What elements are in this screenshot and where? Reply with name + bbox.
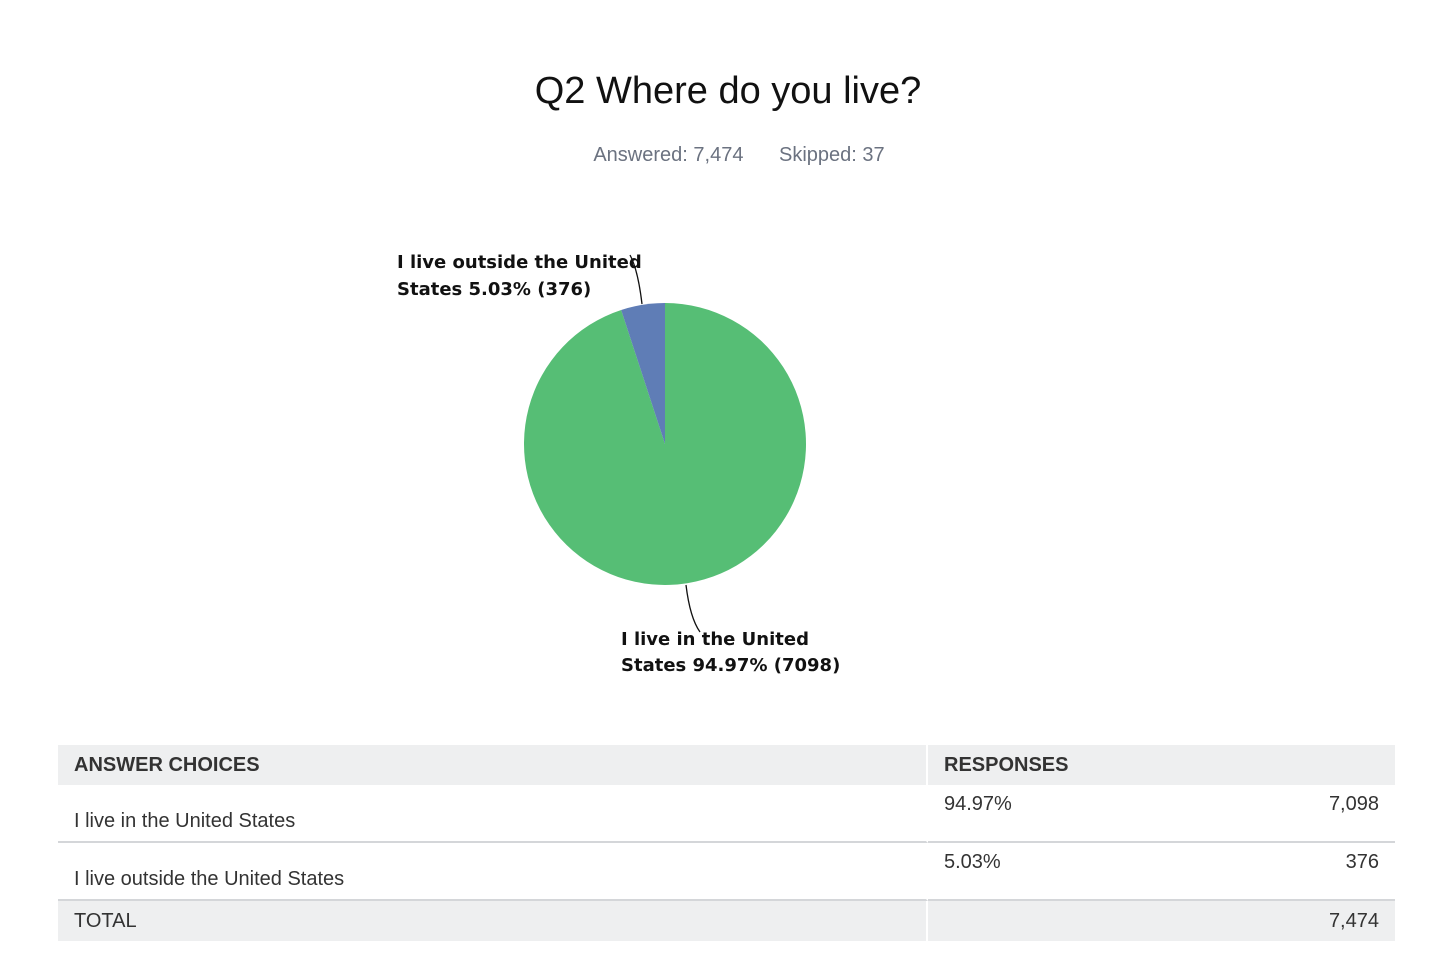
- header-responses: RESPONSES: [928, 745, 1395, 785]
- table-row: I live outside the United States 5.03% 3…: [58, 843, 1395, 901]
- pie-slice-1: [621, 303, 665, 444]
- answered-count: Answered: 7,474: [593, 144, 744, 166]
- header-answer-choices: ANSWER CHOICES: [58, 745, 928, 785]
- slice-label-line: I live outside the United: [397, 252, 642, 273]
- responses-table: ANSWER CHOICES RESPONSES I live in the U…: [58, 745, 1395, 941]
- slice-label-0: I live in the United States 94.97% (7098): [621, 629, 840, 676]
- responses-table-container: ANSWER CHOICES RESPONSES I live in the U…: [58, 745, 1395, 941]
- response-percent: 94.97%: [928, 785, 1185, 843]
- slice-label-1: I live outside the United States 5.03% (3…: [397, 252, 642, 300]
- answer-choice: I live outside the United States: [58, 843, 928, 901]
- answer-choice: I live in the United States: [58, 785, 928, 843]
- total-count: 7,474: [1184, 901, 1395, 941]
- leader-line-0: [685, 584, 701, 633]
- page-title: Q2 Where do you live?: [534, 70, 922, 112]
- total-percent-empty: [928, 901, 1185, 941]
- skipped-count: Skipped: 37: [779, 144, 885, 166]
- response-count: 7,098: [1184, 785, 1395, 843]
- table-header-row: ANSWER CHOICES RESPONSES: [58, 745, 1395, 785]
- total-label: TOTAL: [58, 901, 928, 941]
- response-percent: 5.03%: [928, 843, 1185, 901]
- table-row: I live in the United States 94.97% 7,098: [58, 785, 1395, 843]
- response-stats: Answered: 7,474 Skipped: 37: [0, 144, 1450, 167]
- pie-chart: I live in the United States 94.97% (7098)…: [397, 252, 840, 676]
- slice-label-line: I live in the United: [621, 629, 809, 650]
- response-count: 376: [1184, 843, 1395, 901]
- total-row: TOTAL 7,474: [58, 901, 1395, 941]
- slice-label-line: States 94.97% (7098): [621, 655, 840, 676]
- leader-line-1: [629, 254, 643, 305]
- slice-label-line: States 5.03% (376): [397, 279, 591, 300]
